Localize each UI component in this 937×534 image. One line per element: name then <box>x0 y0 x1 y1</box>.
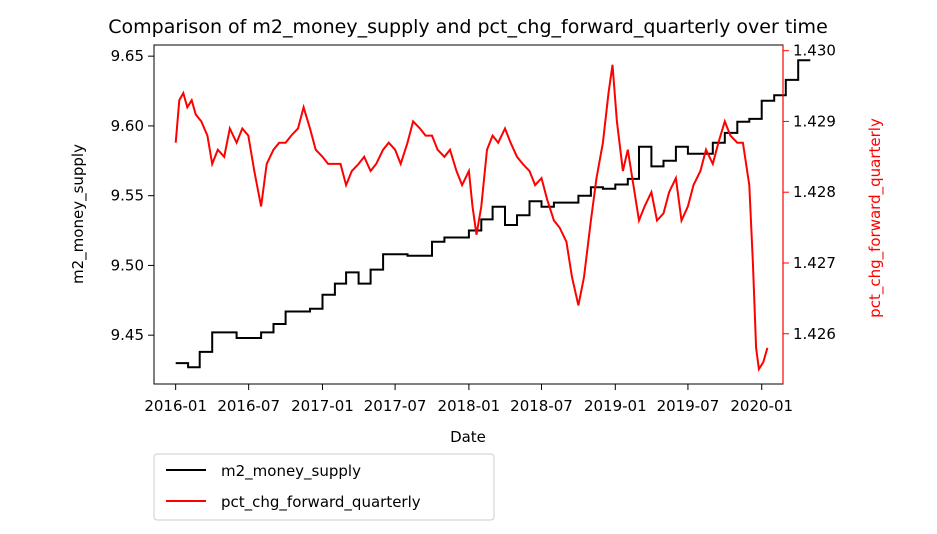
x-tick-label: 2016-01 <box>144 397 207 415</box>
legend-label-pct_chg_forward_quarterly: pct_chg_forward_quarterly <box>221 493 421 512</box>
y-left-tick-label: 9.60 <box>111 117 144 135</box>
y-right-tick-label: 1.427 <box>793 254 836 272</box>
y-right-tick-label: 1.430 <box>793 42 836 60</box>
series-line-m2_money_supply <box>175 59 811 369</box>
y-left-tick-label: 9.65 <box>111 47 144 65</box>
x-tick-label: 2019-01 <box>584 397 647 415</box>
y-axis-left: 9.45 9.50 9.55 9.60 9.65 <box>111 47 154 344</box>
y-left-tick-label: 9.50 <box>111 256 144 274</box>
plot-area <box>174 59 811 372</box>
x-axis-label: Date <box>450 428 486 446</box>
y-left-tick-label: 9.55 <box>111 187 144 205</box>
y-right-tick-label: 1.426 <box>793 325 836 343</box>
chart-title: Comparison of m2_money_supply and pct_ch… <box>108 16 828 38</box>
x-tick-label: 2017-01 <box>291 397 354 415</box>
x-tick-label: 2018-07 <box>510 397 573 415</box>
legend-box <box>153 453 495 521</box>
legend-label-m2_money_supply: m2_money_supply <box>221 462 361 481</box>
x-tick-label: 2018-01 <box>438 397 501 415</box>
y-axis-right-label: pct_chg_forward_quarterly <box>866 118 885 318</box>
y-right-tick-label: 1.429 <box>793 112 836 130</box>
y-axis-left-label: m2_money_supply <box>69 144 88 284</box>
y-right-tick-label: 1.428 <box>793 183 836 201</box>
x-tick-label: 2019-07 <box>657 397 720 415</box>
legend: m2_money_supply pct_chg_forward_quarterl… <box>153 453 495 521</box>
y-axis-right: 1.426 1.427 1.428 1.429 1.430 <box>782 42 836 384</box>
x-tick-label: 2017-07 <box>364 397 427 415</box>
plot-frame <box>153 44 784 385</box>
x-axis: 2016-01 2016-07 2017-01 2017-07 2018-01 2018-… <box>144 384 793 415</box>
series-line-pct_chg_forward_quarterly <box>174 64 769 372</box>
y-left-tick-label: 9.45 <box>111 326 144 344</box>
x-tick-label: 2020-01 <box>730 397 793 415</box>
x-tick-label: 2016-07 <box>217 397 280 415</box>
